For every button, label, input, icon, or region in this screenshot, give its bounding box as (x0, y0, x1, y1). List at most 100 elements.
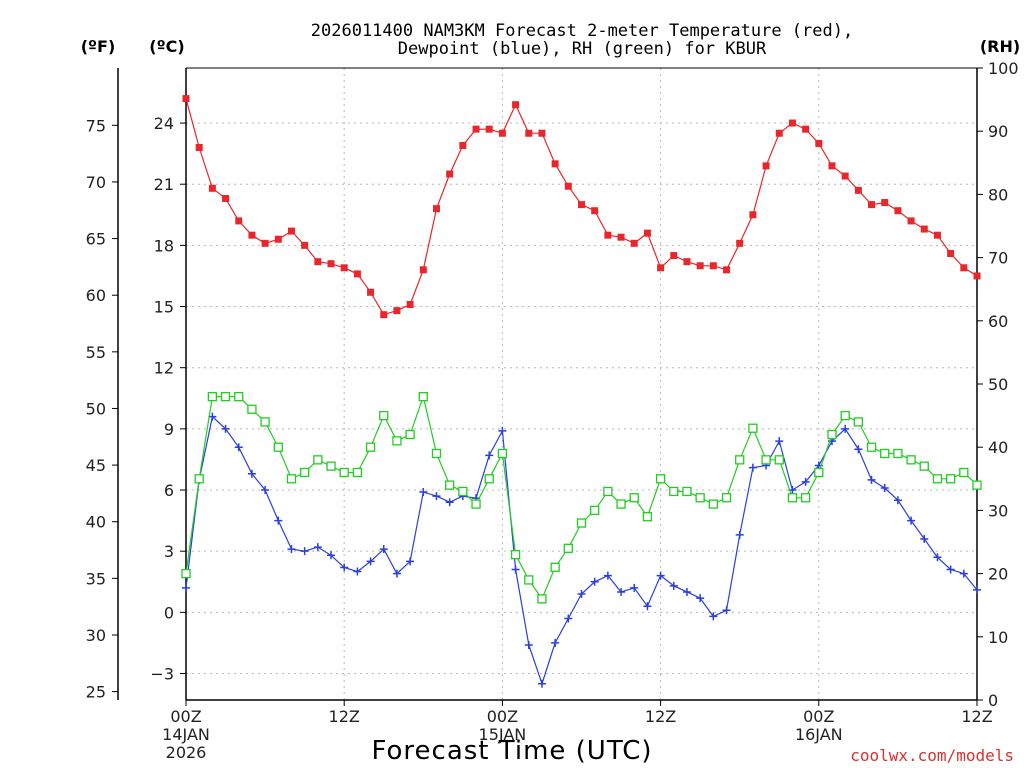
dewpoint-point (590, 577, 599, 586)
rh-point (537, 594, 547, 604)
temperature-point (630, 239, 638, 247)
x-tick-label: 00Z (170, 707, 201, 726)
x-tick-label: 12Z (329, 707, 360, 726)
fahrenheit-tick-label: 55 (86, 343, 106, 362)
dewpoint-point (182, 583, 190, 592)
rh-tick-label: 90 (988, 122, 1008, 141)
dewpoint-point (247, 469, 256, 478)
rh-point (392, 436, 402, 446)
dewpoint-point (564, 614, 573, 623)
rh-point (695, 493, 705, 503)
fahrenheit-tick-label: 40 (86, 513, 106, 532)
dewpoint-point (287, 545, 296, 554)
rh-tick-label: 60 (988, 312, 1008, 331)
dewpoint-point (300, 547, 309, 556)
temperature-point (485, 125, 493, 133)
rh-point (590, 505, 600, 516)
rh-point (721, 493, 732, 503)
rh-tick-label: 80 (988, 185, 1008, 204)
dewpoint-point (432, 492, 441, 501)
dewpoint-point (366, 557, 375, 566)
temperature-point (815, 139, 823, 147)
rh-point (313, 455, 323, 465)
rh-point (326, 461, 336, 471)
fahrenheit-tick-label: 60 (86, 286, 106, 305)
temperature-point (578, 201, 585, 209)
celsius-tick-label: 9 (164, 420, 174, 439)
dewpoint-point (656, 571, 665, 580)
temperature-point (604, 231, 612, 239)
temperature-point (920, 225, 928, 233)
rh-point (669, 486, 679, 497)
rh-point (550, 562, 560, 572)
rh-point (642, 512, 653, 522)
rh-point (379, 410, 389, 421)
left-axes: 25 30 35 40 45 50 55 60 65 70 75 −3 0 3 6 9 12 15 18 21 24 (86, 68, 187, 702)
dewpoint-point (445, 498, 454, 507)
series-layer (181, 95, 982, 688)
dewpoint-point (682, 587, 691, 596)
temperature-point (274, 235, 282, 243)
temperature-point (446, 170, 454, 178)
temperature-point (881, 199, 889, 207)
temperature-point (327, 260, 335, 268)
temperature-point (854, 186, 862, 194)
rh-point (563, 543, 573, 553)
rh-point (866, 442, 877, 452)
dewpoint-point (617, 587, 626, 596)
temperature-point (498, 129, 506, 137)
temperature-point (894, 207, 902, 215)
dewpoint-point (630, 583, 639, 592)
rh-tick-label: 10 (988, 628, 1008, 647)
dewpoint-point (854, 445, 863, 454)
dewpoint-point (551, 638, 560, 647)
rh-point (576, 518, 587, 528)
rh-unit-label: (RH) (980, 37, 1020, 56)
temperature-point (828, 162, 836, 170)
source-credit: coolwx.com/models (850, 746, 1014, 765)
rh-point (945, 474, 956, 484)
dewpoint-point (959, 569, 968, 578)
dewpoint-point (801, 477, 810, 486)
rh-point (418, 391, 428, 402)
rh-point (339, 467, 349, 478)
dewpoint-point (485, 451, 494, 460)
rh-point (484, 474, 494, 484)
temperature-point (960, 264, 968, 272)
celsius-tick-label: 24 (154, 114, 174, 133)
rh-point (748, 423, 758, 433)
dewpoint-point (274, 516, 283, 525)
temperature-point (248, 231, 256, 239)
dewpoint-point (261, 486, 270, 495)
temperature-point (314, 258, 322, 266)
rh-point (787, 493, 798, 503)
temperature-point (353, 270, 361, 278)
rh-point (458, 486, 468, 497)
temperature-point (393, 307, 401, 315)
dewpoint-point (973, 585, 981, 594)
x-tick-label: 16JAN (795, 725, 843, 744)
temperature-point (802, 125, 810, 133)
dewpoint-point (392, 569, 401, 578)
temperature-point (947, 250, 955, 258)
rh-point (853, 417, 863, 427)
dewpoint-point (221, 424, 230, 433)
rh-point (774, 455, 784, 465)
rh-point (827, 429, 837, 440)
rh-point (959, 467, 969, 478)
rh-tick-label: 70 (988, 249, 1008, 268)
dewpoint-point (933, 553, 942, 562)
dewpoint-point (511, 565, 520, 574)
chart-title-line2: Dewpoint (blue), RH (green) for KBUR (398, 39, 767, 59)
x-tick-label: 12Z (645, 707, 676, 726)
rh-point (840, 410, 850, 421)
rh-point (761, 455, 771, 465)
fahrenheit-unit-label: (ºF) (81, 37, 116, 56)
temperature-point (525, 129, 533, 137)
dewpoint-point (867, 475, 876, 484)
temperature-point (907, 217, 915, 225)
temperature-point (657, 264, 665, 272)
celsius-tick-label: 6 (164, 481, 174, 500)
rh-point (603, 486, 613, 497)
